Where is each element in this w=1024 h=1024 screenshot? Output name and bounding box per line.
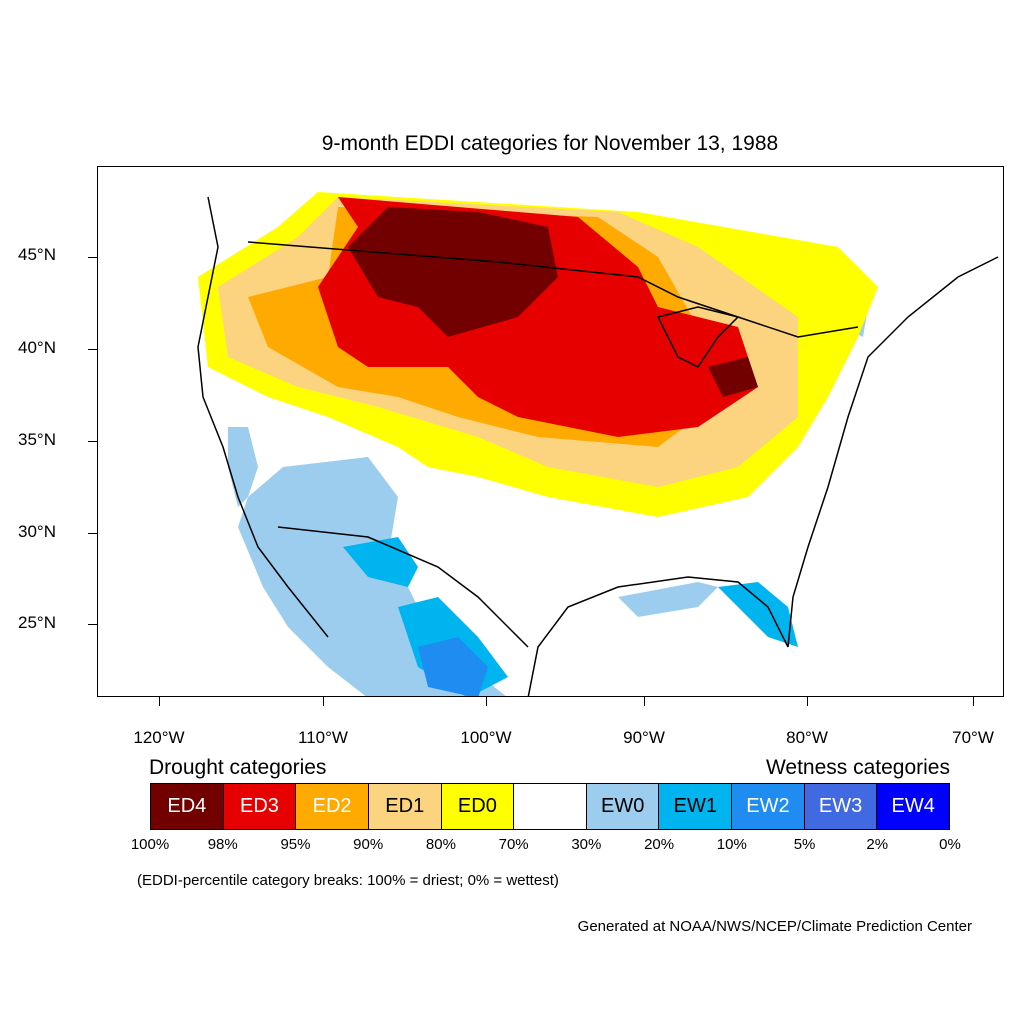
legend-swatch: EW3 xyxy=(804,784,878,829)
percentile-label: 80% xyxy=(425,836,456,853)
lon-tick xyxy=(486,697,487,706)
lat-tick xyxy=(88,349,97,350)
percentile-label: 98% xyxy=(207,836,238,853)
percentile-label: 100% xyxy=(130,836,170,853)
region-ed4-ohio xyxy=(708,357,758,397)
region-ew1-florida xyxy=(718,582,798,647)
lat-label-30: 30°N xyxy=(18,522,56,541)
coastline-gulf xyxy=(527,576,789,696)
coastline-east xyxy=(787,256,999,648)
lon-label-100: 100°W xyxy=(460,728,512,747)
lat-label-45: 45°N xyxy=(18,245,56,264)
map-title: 9-month EDDI categories for November 13,… xyxy=(321,132,779,155)
region-ed4-plains xyxy=(348,207,558,337)
legend-swatch: ED3 xyxy=(223,784,297,829)
wetness-heading: Wetness categories xyxy=(765,756,950,779)
legend-swatch: ED0 xyxy=(441,784,515,829)
legend-swatch: EW0 xyxy=(586,784,660,829)
percentile-label: 0% xyxy=(939,836,961,853)
lon-label-80: 80°W xyxy=(786,728,828,747)
lon-tick xyxy=(159,697,160,706)
dry-regions xyxy=(198,192,878,517)
legend-swatch: EW4 xyxy=(877,784,950,829)
legend-swatch xyxy=(514,784,587,829)
percentile-label: 30% xyxy=(571,836,602,853)
lat-label-40: 40°N xyxy=(18,338,56,357)
percentile-label: 95% xyxy=(280,836,311,853)
category-note: (EDDI-percentile category breaks: 100% =… xyxy=(137,872,559,889)
percentile-label: 5% xyxy=(793,836,816,853)
lon-label-120: 120°W xyxy=(133,728,185,747)
percentile-label: 90% xyxy=(353,836,384,853)
drought-heading: Drought categories xyxy=(149,756,327,779)
lon-tick xyxy=(973,697,974,706)
border-canada xyxy=(247,241,859,338)
lon-tick xyxy=(323,697,324,706)
border-mexico xyxy=(277,526,529,648)
lat-tick xyxy=(88,257,97,258)
boundaries xyxy=(197,196,999,696)
legend-swatch: EW1 xyxy=(659,784,733,829)
lat-label-35: 35°N xyxy=(18,430,56,449)
lat-label-25: 25°N xyxy=(18,613,56,632)
credit-text: Generated at NOAA/NWS/NCEP/Climate Predi… xyxy=(577,918,972,935)
great-lakes xyxy=(656,306,740,368)
map-canvas xyxy=(197,192,999,696)
percentile-label: 10% xyxy=(716,836,747,853)
lon-tick xyxy=(644,697,645,706)
region-ew1-arizona xyxy=(343,537,418,587)
lon-label-90: 90°W xyxy=(623,728,665,747)
percentile-label: 70% xyxy=(498,836,529,853)
percentile-label: 20% xyxy=(644,836,675,853)
legend-swatch: ED1 xyxy=(368,784,442,829)
lat-tick xyxy=(88,441,97,442)
legend-swatch: EW2 xyxy=(732,784,805,829)
eddi-map xyxy=(97,166,1004,697)
legend-color-bar: ED4 ED3 ED2 ED1 ED0 EW0 EW1 EW2 EW3 EW4 xyxy=(150,783,950,830)
lon-tick xyxy=(807,697,808,706)
legend-swatch: ED2 xyxy=(296,784,369,829)
coastline-west xyxy=(197,196,329,638)
percentile-label: 2% xyxy=(866,836,889,853)
lat-tick xyxy=(88,624,97,625)
lon-label-110: 110°W xyxy=(298,728,348,747)
lon-label-70: 70°W xyxy=(952,728,994,747)
legend-swatch: ED4 xyxy=(151,784,224,829)
region-ew2-mexico xyxy=(418,637,488,696)
lat-tick xyxy=(88,533,97,534)
region-ew0-gulf xyxy=(618,582,718,617)
